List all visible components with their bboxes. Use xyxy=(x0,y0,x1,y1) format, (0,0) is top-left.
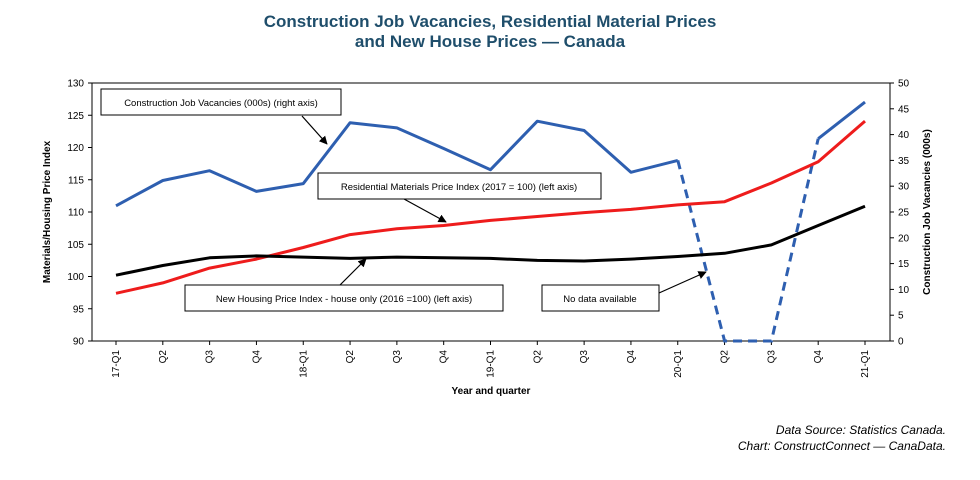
x-tick-label: Q3 xyxy=(392,350,403,364)
left-tick-label: 100 xyxy=(67,272,84,283)
left-tick-label: 120 xyxy=(67,143,84,154)
right-axis-label: Construction Job Vacancies (000s) xyxy=(922,129,933,295)
left-tick-label: 115 xyxy=(68,175,84,186)
annotation-text: New Housing Price Index - house only (20… xyxy=(216,294,472,305)
chart-title: Construction Job Vacancies, Residential … xyxy=(0,12,980,52)
annotation-arrow xyxy=(339,258,367,286)
right-tick-label: 35 xyxy=(898,156,910,167)
x-tick-label: Q4 xyxy=(251,350,262,364)
right-tick-label: 25 xyxy=(898,208,910,219)
right-tick-label: 30 xyxy=(898,182,910,193)
chart-axes: 90 95 100 105 110 115 120 125 130 0 5 10 15 20 25 30 35 4… xyxy=(42,79,933,398)
right-tick-label: 45 xyxy=(898,104,910,115)
source-line-2: Chart: ConstructConnect — CanaData. xyxy=(737,439,946,453)
source-line-1: Data Source: Statistics Canada. xyxy=(775,423,946,437)
source-note: Data Source: Statistics Canada. Chart: C… xyxy=(738,422,946,454)
left-tick-label: 130 xyxy=(67,79,84,90)
x-tick-label: 17-Q1 xyxy=(111,350,122,378)
annotation-box xyxy=(184,284,504,312)
x-tick-label: Q4 xyxy=(439,350,450,364)
chart-series xyxy=(115,100,866,343)
right-tick-label: 50 xyxy=(898,79,910,90)
left-axis-label: Materials/Housing Price Index xyxy=(42,140,53,283)
annotation-arrow xyxy=(403,198,447,223)
x-tick-label: Q3 xyxy=(579,350,590,364)
annotation-box xyxy=(541,284,660,312)
x-tick-label: 18-Q1 xyxy=(298,350,309,378)
left-tick-label: 105 xyxy=(67,240,84,251)
annotation-text: No data available xyxy=(563,294,636,305)
x-axis-label: Year and quarter xyxy=(452,386,531,397)
x-tick-label: Q2 xyxy=(158,350,169,364)
right-tick-label: 40 xyxy=(898,130,910,141)
x-tick-label: Q4 xyxy=(813,350,824,364)
x-tick-label: Q4 xyxy=(626,350,637,364)
x-tick-label: 20-Q1 xyxy=(673,350,684,378)
chart-title-line-1: Construction Job Vacancies, Residential … xyxy=(263,12,717,31)
annotation-text: Residential Materials Price Index (2017 … xyxy=(341,182,577,193)
series-gap-dashed xyxy=(676,138,820,343)
annotation-arrow xyxy=(301,115,328,145)
series-line xyxy=(115,204,866,277)
chart-title-line-2: and New House Prices — Canada xyxy=(354,32,626,51)
x-tick-label: Q3 xyxy=(205,350,216,364)
x-tick-label: 19-Q1 xyxy=(486,350,497,378)
left-tick-label: 90 xyxy=(73,337,85,348)
left-tick-label: 125 xyxy=(67,111,84,122)
left-tick-label: 110 xyxy=(68,208,84,219)
chart-annotations: Construction Job Vacancies (000s) (right… xyxy=(100,88,707,312)
series-line xyxy=(115,100,866,208)
right-tick-label: 5 xyxy=(898,311,904,322)
x-tick-label: Q2 xyxy=(532,350,543,364)
right-tick-label: 0 xyxy=(898,337,904,348)
left-tick-label: 95 xyxy=(73,304,85,315)
series-line xyxy=(115,119,866,295)
x-tick-label: 21-Q1 xyxy=(860,350,871,378)
right-tick-label: 10 xyxy=(898,285,910,296)
right-tick-label: 20 xyxy=(898,233,910,244)
annotation-box xyxy=(317,172,602,200)
annotation-text: Construction Job Vacancies (000s) (right… xyxy=(124,98,318,109)
x-tick-label: Q2 xyxy=(345,350,356,364)
right-tick-label: 15 xyxy=(898,259,910,270)
x-tick-label: Q3 xyxy=(766,350,777,364)
annotation-box xyxy=(100,88,342,116)
x-tick-label: Q2 xyxy=(720,350,731,364)
annotation-arrow xyxy=(658,271,707,294)
